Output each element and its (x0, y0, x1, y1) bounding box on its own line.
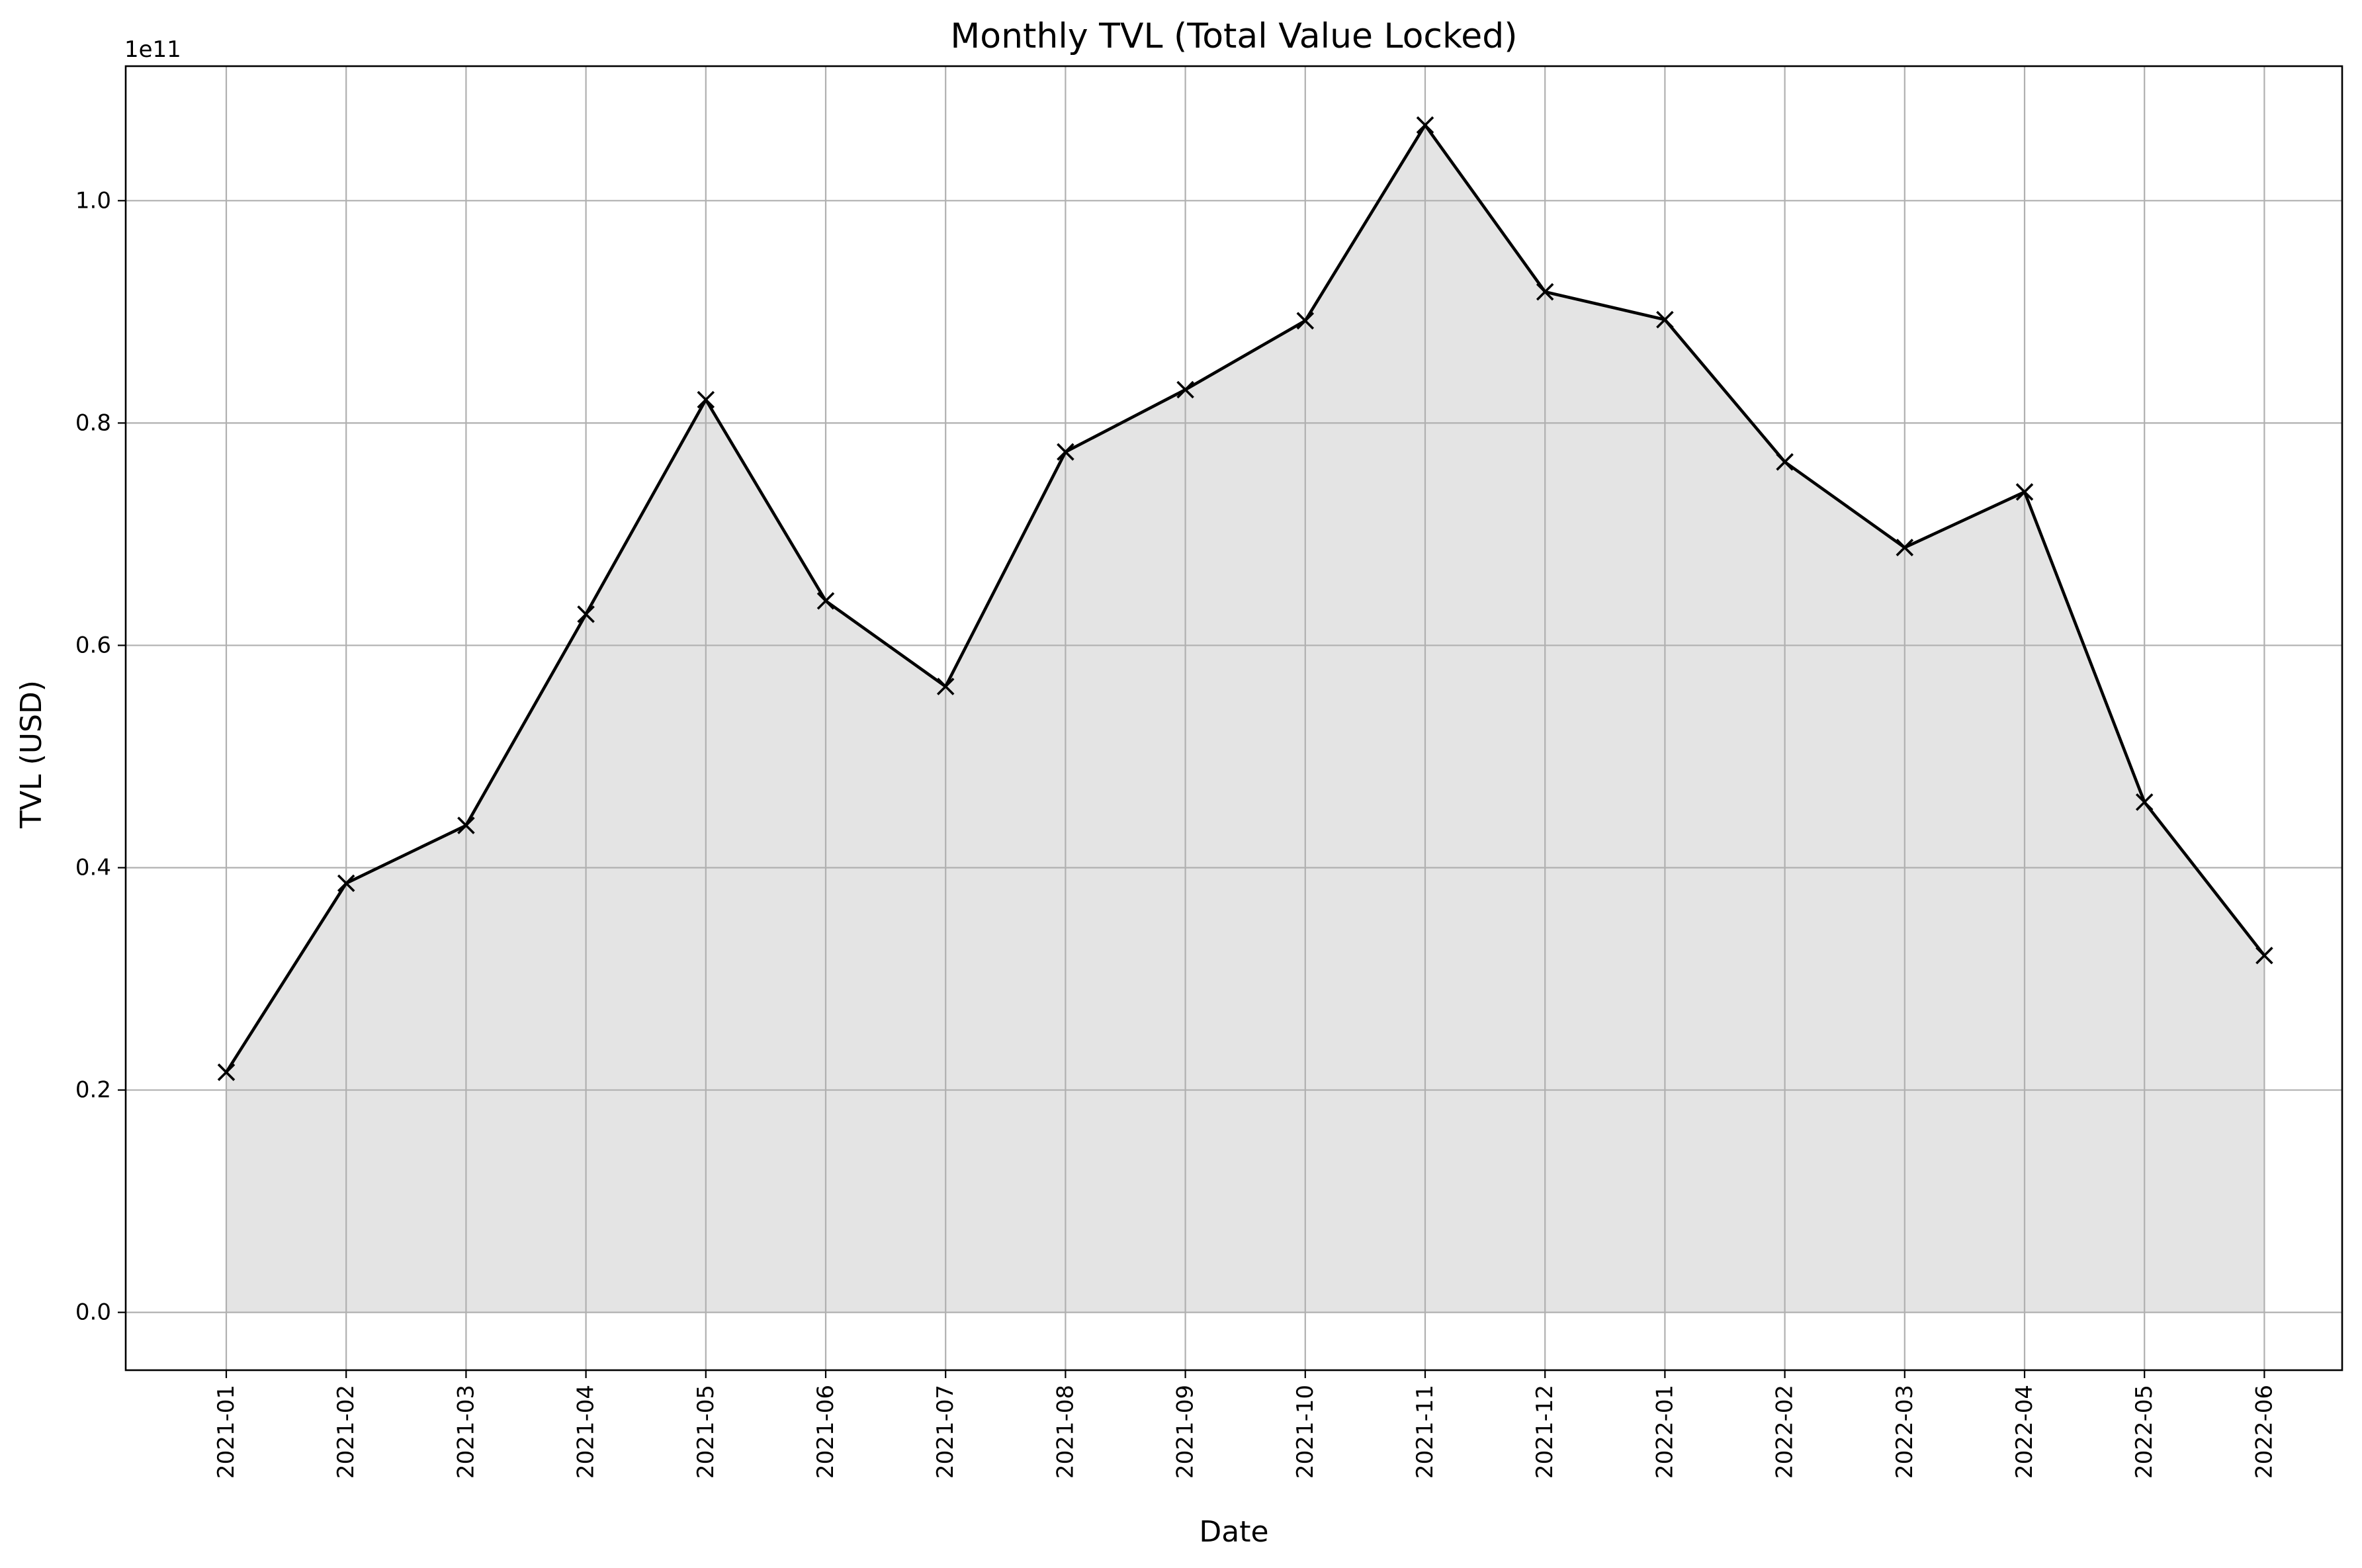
data-point-marker (2135, 793, 2154, 811)
data-point-marker (217, 1063, 236, 1081)
x-tick-label: 2021-08 (1052, 1385, 1078, 1479)
data-point-marker (936, 677, 955, 695)
data-point-marker (457, 816, 475, 834)
y-tick-layer: 0.0 0.2 0.4 0.6 0.8 1.0 (75, 187, 126, 1326)
data-point-marker (1057, 443, 1074, 461)
x-tick-label: 2021-04 (573, 1385, 599, 1479)
x-tick-label: 2021-02 (333, 1385, 359, 1479)
data-point-marker (1416, 116, 1434, 134)
x-tick-layer: 2021-01 2021-02 2021-03 2021-04 2021-05 2021-… (213, 1370, 2277, 1479)
data-point-marker (1176, 380, 1194, 399)
x-tick-label: 2022-02 (1772, 1385, 1798, 1479)
y-tick-label: 0.2 (75, 1077, 111, 1104)
tvl-area (226, 125, 2265, 1313)
data-point-marker (337, 874, 355, 893)
data-point-marker (1656, 310, 1674, 329)
area-layer (226, 125, 2265, 1313)
x-tick-label: 2022-01 (1651, 1385, 1678, 1479)
y-tick-label: 1.0 (75, 187, 111, 214)
data-point-marker (1536, 283, 1554, 301)
line-layer (225, 123, 2266, 1073)
grid-layer (126, 66, 2342, 1370)
x-tick-label: 2021-07 (932, 1385, 959, 1479)
data-point-marker (1296, 312, 1315, 330)
x-tick-label: 2021-05 (693, 1385, 719, 1479)
x-tick-label: 2021-03 (453, 1385, 479, 1479)
plot-frame (124, 65, 2343, 1372)
x-tick-label: 2021-11 (1412, 1385, 1438, 1479)
data-point-marker (2255, 946, 2273, 965)
x-tick-label: 2022-03 (1892, 1385, 1918, 1479)
y-tick-label: 0.6 (75, 632, 111, 658)
y-axis-label: TVL (USD) (15, 680, 48, 829)
data-point-marker (697, 390, 715, 409)
data-point-marker (816, 591, 835, 610)
y-tick-label: 0.8 (75, 410, 111, 436)
y-tick-label: 0.4 (75, 855, 111, 881)
data-point-marker (2015, 483, 2034, 501)
tvl-line (225, 123, 2266, 1073)
x-axis-label: Date (1199, 1515, 1268, 1549)
x-tick-label: 2022-06 (2251, 1385, 2277, 1479)
chart-title: Monthly TVL (Total Value Locked) (950, 17, 1517, 56)
x-tick-label: 2021-10 (1292, 1385, 1319, 1479)
data-point-marker (1776, 453, 1794, 471)
x-tick-label: 2022-05 (2131, 1385, 2158, 1479)
x-tick-label: 2021-12 (1532, 1385, 1558, 1479)
x-tick-label: 2021-01 (213, 1385, 240, 1479)
y-tick-label: 0.0 (75, 1299, 111, 1326)
marker-layer (217, 116, 2273, 1081)
x-tick-label: 2022-04 (2011, 1385, 2038, 1479)
x-tick-label: 2021-09 (1172, 1385, 1199, 1479)
y-axis-offset-text: 1e11 (124, 36, 181, 63)
x-tick-label: 2021-06 (812, 1385, 839, 1479)
data-point-marker (1896, 539, 1914, 556)
data-point-marker (577, 605, 595, 623)
axis-layer (124, 65, 2343, 1372)
